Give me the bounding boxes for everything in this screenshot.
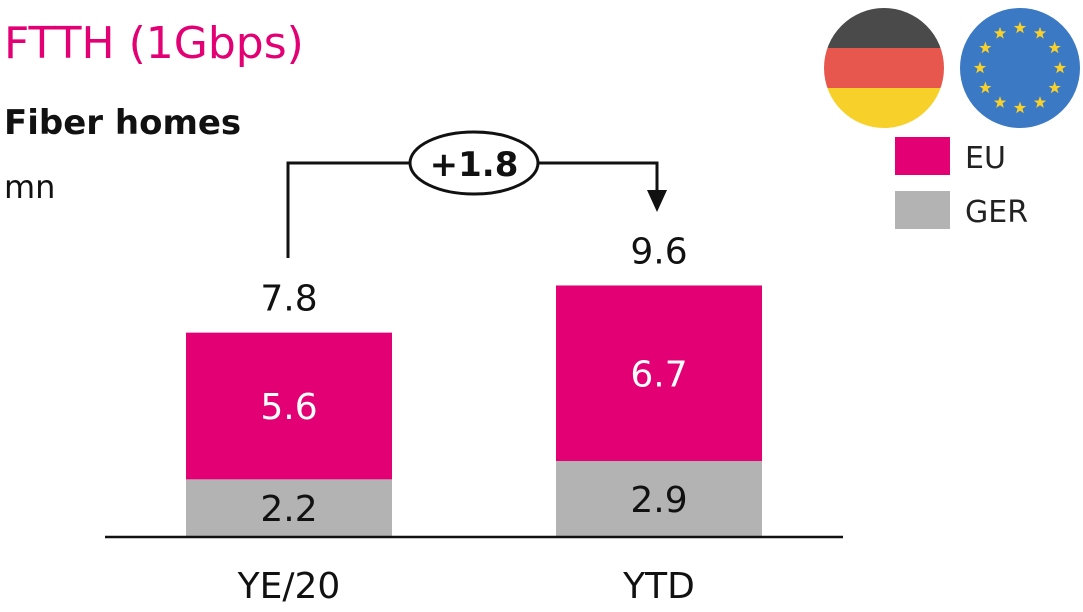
bar-eu-0 [186, 332, 392, 480]
legend: EU GER [895, 137, 1028, 230]
bracket-left [286, 161, 410, 258]
total-label: 9.6 [630, 231, 687, 272]
eu-star-icon [973, 61, 987, 74]
eu-flag-icon [960, 8, 1080, 128]
unit-label: mn [4, 168, 56, 206]
eu-star-icon [1048, 41, 1061, 54]
bar-eu-1 [556, 285, 762, 462]
chart-title: FTTH (1Gbps) [4, 18, 304, 69]
legend-swatch-ger [895, 191, 950, 229]
legend-label-eu: EU [965, 141, 1006, 176]
bracket-right [538, 161, 659, 192]
delta-ellipse [408, 130, 540, 196]
bar-ger-1 [556, 461, 762, 537]
segment-label: 6.7 [630, 354, 687, 395]
total-label: 7.8 [260, 279, 317, 320]
delta-annotation: +1.8 [286, 130, 667, 258]
eu-star-icon [979, 41, 992, 54]
bar-ger-0 [186, 479, 392, 537]
segment-label: 2.9 [630, 480, 687, 521]
x-tick-label: YTD [622, 566, 695, 607]
eu-star-icon [1013, 21, 1027, 34]
eu-star-icon [1033, 26, 1047, 39]
eu-star-icon [993, 96, 1007, 108]
eu-star-icon [1033, 96, 1047, 108]
eu-star-icon [1053, 61, 1067, 74]
eu-star-icon [993, 26, 1007, 39]
eu-star-icon [1013, 101, 1027, 114]
arrow-down-icon [647, 190, 667, 212]
delta-label: +1.8 [430, 145, 519, 185]
x-tick-label: YE/20 [237, 566, 341, 607]
legend-swatch-eu [895, 137, 950, 175]
eu-star-icon [1048, 81, 1061, 94]
germany-flag-icon [824, 8, 944, 128]
chart-subtitle: Fiber homes [4, 103, 242, 143]
legend-label-ger: GER [965, 195, 1028, 230]
segment-label: 2.2 [260, 489, 317, 530]
segment-label: 5.6 [260, 387, 317, 428]
eu-star-icon [979, 81, 992, 94]
